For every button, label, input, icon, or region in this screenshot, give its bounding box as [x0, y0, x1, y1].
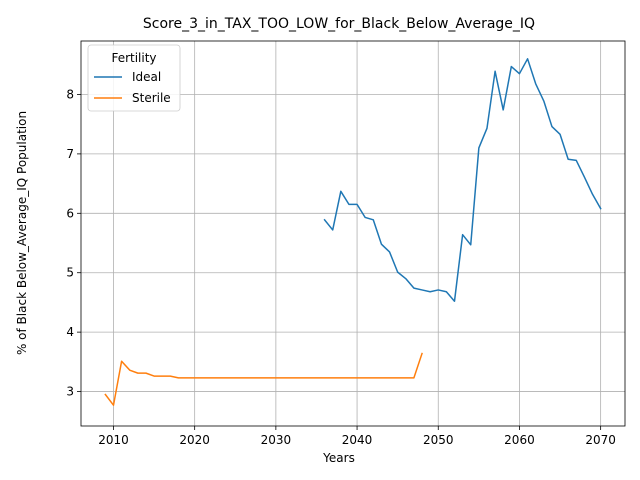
x-tick-label: 2050 — [423, 433, 454, 447]
x-tick-label: 2030 — [261, 433, 292, 447]
legend: Fertility Ideal Sterile — [87, 44, 181, 112]
y-tick-label: 5 — [66, 266, 74, 280]
y-tick-label: 7 — [66, 147, 74, 161]
series-line-ideal — [323, 58, 602, 302]
y-tick-label: 4 — [66, 325, 74, 339]
x-axis-label: Years — [322, 451, 355, 465]
chart-title: Score_3_in_TAX_TOO_LOW_for_Black_Below_A… — [143, 16, 535, 32]
x-tick-label: 2020 — [179, 433, 210, 447]
x-axis-ticks: 2010 2020 2030 2040 2050 2060 2070 — [98, 426, 616, 447]
x-tick-label: 2040 — [342, 433, 373, 447]
y-axis-label: % of Black Below_Average_IQ Population — [15, 111, 29, 355]
legend-label-sterile: Sterile — [132, 91, 171, 105]
y-axis-ticks: 3 4 5 6 7 8 — [66, 87, 81, 399]
x-tick-label: 2010 — [98, 433, 129, 447]
x-tick-label: 2060 — [504, 433, 535, 447]
plot-frame — [80, 40, 626, 427]
y-tick-label: 3 — [66, 385, 74, 399]
y-tick-label: 6 — [66, 206, 74, 220]
y-tick-label: 8 — [66, 87, 74, 101]
legend-label-ideal: Ideal — [132, 70, 161, 84]
legend-box — [87, 44, 181, 112]
legend-title: Fertility — [111, 51, 156, 65]
series-lines — [104, 58, 602, 406]
grid-lines — [81, 41, 625, 426]
series-line-sterile — [104, 352, 423, 406]
x-tick-label: 2070 — [585, 433, 616, 447]
